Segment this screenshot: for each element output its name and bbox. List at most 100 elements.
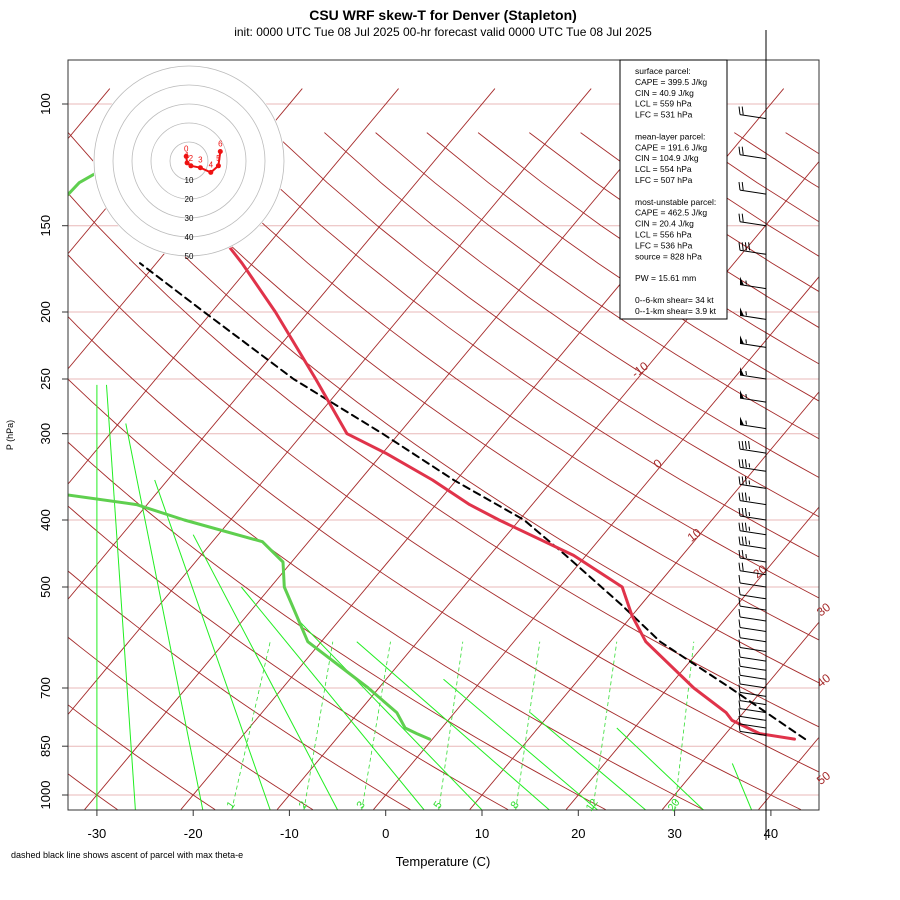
- wind-barb: [738, 639, 767, 652]
- y-axis-title: P (hPa): [5, 420, 15, 450]
- mixing-ratio-label: 5: [432, 799, 445, 811]
- dry-adiabat-line: [221, 132, 819, 558]
- chart-title: CSU WRF skew-T for Denver (Stapleton): [309, 7, 577, 23]
- mixing-ratio-line: [515, 641, 541, 810]
- dry-adiabat-line: [68, 378, 704, 810]
- moist-adiabat-line: [731, 763, 753, 810]
- wind-barb: [739, 367, 767, 380]
- hodograph-ring-label: 50: [185, 252, 194, 261]
- y-tick-label: 250: [38, 368, 53, 390]
- hodograph-point-label: 6: [218, 140, 223, 149]
- wind-barb: [738, 574, 767, 588]
- info-line: CAPE = 462.5 J/kg: [635, 208, 707, 218]
- info-line: LFC = 536 hPa: [635, 240, 693, 250]
- mixing-ratio-label: 1: [225, 799, 238, 811]
- dry-adiabat-line: [68, 570, 411, 810]
- wind-barb: [739, 307, 767, 320]
- wind-barb: [738, 106, 767, 120]
- dry-adiabat-line: [68, 704, 216, 810]
- dry-adiabat-line: [375, 132, 819, 440]
- wind-barb: [738, 715, 767, 729]
- mixing-ratio-line: [674, 641, 695, 810]
- info-line: CIN = 40.9 J/kg: [635, 88, 694, 98]
- hodograph-ring: [112, 84, 266, 238]
- isotherm-line: [68, 88, 207, 255]
- mixing-ratio-label: 20: [666, 797, 683, 814]
- dry-adiabat-line: [68, 636, 314, 810]
- footnote: dashed black line shows ascent of parcel…: [11, 850, 243, 860]
- wind-barb: [738, 684, 767, 697]
- dry-adiabat-line: [272, 132, 819, 518]
- mixing-ratio-line: [592, 641, 618, 810]
- wind-barb: [738, 649, 767, 662]
- wind-barb: [738, 608, 767, 622]
- wind-barb: [738, 492, 767, 506]
- hodograph-point: [188, 163, 194, 169]
- wind-barb: [738, 708, 767, 721]
- wind-barb: [738, 146, 767, 160]
- moist-adiabat-line: [616, 727, 704, 810]
- info-line: LFC = 531 hPa: [635, 110, 693, 120]
- wind-barb: [738, 242, 767, 255]
- x-tick-label: 40: [764, 826, 778, 841]
- hodograph-ring: [131, 103, 247, 219]
- x-tick-label: 30: [667, 826, 681, 841]
- isotherm-line: [469, 391, 819, 810]
- wind-barb: [739, 276, 767, 290]
- dry-adiabat-line: [68, 192, 819, 728]
- info-line: LCL = 559 hPa: [635, 99, 692, 109]
- isotherm-line: [68, 88, 496, 600]
- wind-barb: [738, 459, 767, 472]
- y-tick-label: 200: [38, 301, 53, 323]
- wind-barb: [738, 182, 767, 195]
- hodograph-point: [217, 149, 223, 154]
- wind-barb: [738, 507, 767, 521]
- y-tick-label: 850: [38, 735, 53, 757]
- wind-barb: [738, 522, 767, 536]
- y-tick-label: 500: [38, 576, 53, 598]
- moist-adiabat-line: [106, 384, 136, 810]
- mixing-ratio-label: 3: [355, 799, 368, 811]
- wind-barb: [738, 692, 767, 706]
- dry-adiabat-line: [68, 441, 606, 810]
- x-axis-title: Temperature (C): [396, 854, 491, 869]
- info-line: LFC = 507 hPa: [635, 175, 693, 185]
- moist-adiabat-line: [443, 678, 598, 810]
- hodograph-ring-label: 10: [185, 176, 194, 185]
- wind-barb: [738, 619, 767, 632]
- wind-barb: [738, 598, 767, 611]
- info-line: CAPE = 191.6 J/kg: [635, 142, 707, 152]
- wind-barb: [738, 586, 767, 600]
- hodograph-point: [183, 153, 189, 159]
- wind-barb: [738, 723, 767, 736]
- background-lines: [68, 88, 819, 810]
- moist-adiabat-line: [529, 712, 647, 810]
- hodograph-point: [197, 165, 203, 171]
- isotherm-line: [373, 276, 819, 810]
- hodograph-point-label: 2: [189, 154, 194, 163]
- hodograph-ring-label: 30: [185, 214, 194, 223]
- hodograph-point-label: 3: [198, 156, 203, 165]
- info-line: CIN = 20.4 J/kg: [635, 219, 694, 229]
- moist-adiabat-line: [240, 586, 425, 810]
- info-line: surface parcel:: [635, 66, 691, 76]
- moist-adiabat-line: [192, 534, 339, 810]
- moist-adiabat-line: [125, 423, 204, 810]
- wind-barb: [738, 549, 767, 563]
- hodograph-point: [208, 169, 214, 175]
- isotherm-line: [84, 88, 688, 810]
- wind-barb: [738, 536, 767, 550]
- dry-adiabat-line: [68, 315, 802, 810]
- mixing-ratio-line: [438, 641, 464, 810]
- mixing-ratio-line: [231, 641, 271, 810]
- info-line: source = 828 hPa: [635, 251, 702, 261]
- axis-labels: -30 -20 -10 0 10 20 30 401001502002503004005007…: [38, 93, 833, 841]
- plot-frame: [67, 59, 820, 811]
- hodograph-point-label: 4: [209, 160, 214, 169]
- hodograph-ring: [169, 141, 209, 181]
- wind-barb: [738, 629, 767, 643]
- moist-adiabat-line: [298, 620, 483, 810]
